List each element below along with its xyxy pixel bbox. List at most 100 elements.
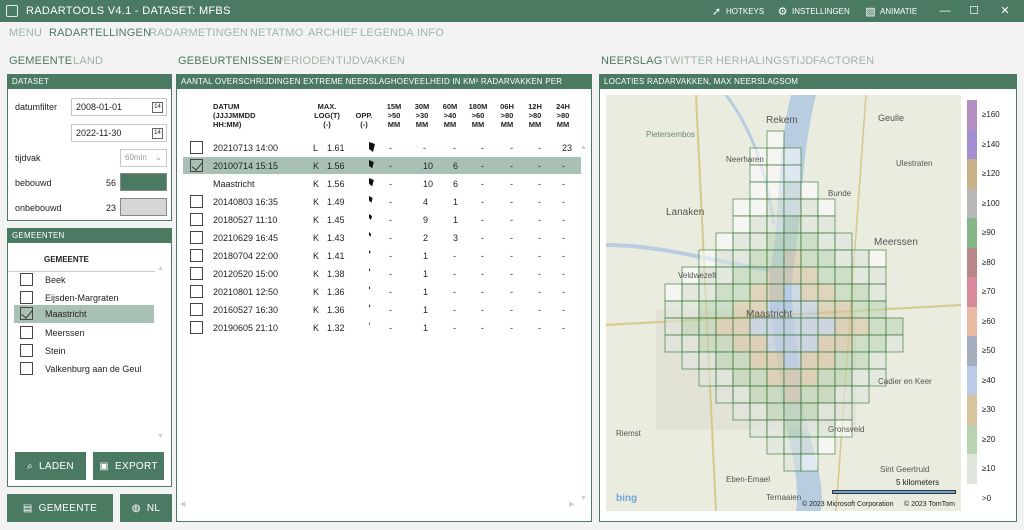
menu-item-menu[interactable]: MENU (9, 27, 43, 39)
animation-button[interactable]: ▧ ANIMATIE (865, 5, 918, 18)
scroll-down-arrow[interactable]: ▼ (157, 433, 164, 440)
menu-item-netatmo[interactable]: NETATMO (250, 27, 304, 39)
table-cell: 10 (423, 179, 434, 189)
radar-cell (749, 215, 768, 234)
table-cell: 1 (423, 323, 429, 333)
settings-button[interactable]: ⚙ INSTELLINGEN (777, 5, 850, 18)
checkbox[interactable] (20, 273, 33, 286)
nl-button[interactable]: ◍ NL (120, 494, 172, 522)
calendar-icon[interactable]: 14 (152, 102, 163, 113)
area-glyph-icon (369, 178, 374, 187)
radar-cell (851, 334, 870, 353)
bebouwd-color-swatch[interactable] (120, 173, 167, 191)
image-icon: ▧ (865, 5, 876, 18)
table-cell: - (481, 287, 484, 297)
list-item-valkenburg[interactable]: Valkenburg aan de Geul (14, 360, 154, 378)
legend-label: ≥90 (982, 228, 996, 237)
load-button[interactable]: ⌕ LADEN (15, 452, 86, 480)
scroll-left-arrow[interactable]: ◀ (180, 501, 186, 508)
table-row[interactable]: 20120520 15:00 K 1.38 - 1 - - - - - (183, 265, 581, 282)
tab-land[interactable]: LAND (73, 55, 104, 67)
checkbox[interactable] (190, 267, 203, 280)
radar-cell (834, 232, 853, 251)
checkbox[interactable] (190, 195, 203, 208)
scroll-up-arrow[interactable]: ▲ (580, 144, 587, 151)
tab-perioden[interactable]: PERIODEN (276, 55, 336, 67)
table-row[interactable]: 20160527 16:30 K 1.36 - 1 - - - - - (183, 301, 581, 318)
export-button[interactable]: ▣ EXPORT (93, 452, 164, 480)
table-row[interactable]: 20210801 12:50 K 1.36 - 1 - - - - - (183, 283, 581, 300)
legend-color-bar (967, 100, 977, 130)
table-row[interactable]: 20100714 15:15 K 1.56 - 10 6 - - - - (183, 157, 581, 174)
checkbox[interactable] (20, 344, 33, 357)
checkbox[interactable] (190, 249, 203, 262)
table-row[interactable]: 20140803 16:35 K 1.49 - 4 1 - - - - (183, 193, 581, 210)
menu-item-info[interactable]: INFO (417, 27, 445, 39)
maximize-button[interactable]: ☐ (969, 5, 979, 17)
tab-factoren[interactable]: FACTOREN (813, 55, 875, 67)
save-icon: ▣ (99, 460, 109, 472)
tab-twitter[interactable]: TWITTER (663, 55, 714, 67)
menu-item-radarmetingen[interactable]: RADARMETINGEN (149, 27, 249, 39)
map-view[interactable]: Rekem Geulle Pietersembos Neerharen Ules… (606, 95, 961, 511)
checkbox[interactable] (190, 231, 203, 244)
checkbox[interactable] (190, 321, 203, 334)
table-row[interactable]: 20210629 16:45 K 1.43 - 2 3 - - - - (183, 229, 581, 246)
radar-cell (800, 266, 819, 285)
list-item-maastricht[interactable]: Maastricht (14, 305, 154, 323)
scroll-right-arrow[interactable]: ▶ (569, 501, 575, 508)
gemeente-button[interactable]: ▤ GEMEENTE (7, 494, 113, 522)
radar-cell (749, 266, 768, 285)
checkbox[interactable] (20, 362, 33, 375)
menu-item-legenda[interactable]: LEGENDA (360, 27, 414, 39)
table-row[interactable]: 20210713 14:00 L 1.61 - - - - - - 23 (183, 139, 581, 156)
checkbox[interactable] (190, 285, 203, 298)
scroll-up-arrow[interactable]: ▲ (157, 265, 164, 272)
tab-neerslag[interactable]: NEERSLAG (601, 55, 663, 67)
table-cell: - (538, 251, 541, 261)
date-to-field[interactable]: 2022-11-30 14 (71, 124, 167, 142)
radar-cell (766, 181, 785, 200)
calendar-icon[interactable]: 14 (152, 128, 163, 139)
onbebouwd-color-swatch[interactable] (120, 198, 167, 216)
list-item-meerssen[interactable]: Meerssen (14, 324, 154, 342)
menu-item-archief[interactable]: ARCHIEF (308, 27, 358, 39)
checkbox[interactable] (20, 291, 33, 304)
checkbox-checked[interactable] (20, 307, 33, 320)
close-button[interactable]: ✕ (1000, 5, 1010, 17)
tab-gemeente[interactable]: GEMEENTE (9, 55, 73, 67)
checkbox[interactable] (190, 141, 203, 154)
table-row[interactable]: 20180527 11:10 K 1.45 - 9 1 - - - - (183, 211, 581, 228)
scroll-down-arrow[interactable]: ▼ (580, 495, 587, 502)
legend-label: ≥40 (982, 375, 996, 385)
radar-cell (834, 385, 853, 404)
tab-gebeurtenissen[interactable]: GEBEURTENISSEN (178, 55, 283, 67)
legend-label: ≥30 (982, 405, 996, 414)
radar-cell (868, 300, 887, 319)
table-cell: 20210713 14:00 (213, 143, 279, 153)
checkbox-checked[interactable] (190, 159, 203, 172)
tab-herhalingstijd[interactable]: HERHALINGSTIJD (716, 55, 814, 67)
list-item-eijsden-margraten[interactable]: Eijsden-Margraten (14, 289, 154, 307)
checkbox[interactable] (20, 326, 33, 339)
radar-cell (800, 453, 819, 472)
table-row[interactable]: 20180704 22:00 K 1.41 - 1 - - - - - (183, 247, 581, 264)
radar-cell (749, 181, 768, 200)
table-row[interactable]: 20190605 21:10 K 1.32 - 1 - - - - - (183, 319, 581, 336)
table-cell: 20210629 16:45 (213, 233, 279, 243)
tab-tijdvakken[interactable]: TIJDVAKKEN (336, 55, 406, 67)
date-from-field[interactable]: 2008-01-01 14 (71, 98, 167, 116)
menu-item-radartellingen[interactable]: RADARTELLINGEN (49, 27, 152, 39)
hotkeys-button[interactable]: ➚ HOTKEYS (711, 5, 765, 18)
radar-cell (766, 164, 785, 183)
tijdvak-select[interactable]: 60min ⌄ (120, 149, 167, 167)
radar-cell (800, 368, 819, 387)
checkbox[interactable] (190, 213, 203, 226)
checkbox[interactable] (190, 303, 203, 316)
minimize-button[interactable]: — (939, 5, 951, 17)
list-item-stein[interactable]: Stein (14, 342, 154, 360)
title-bar: RADARTOOLS V4.1 - DATASET: MFBS ➚ HOTKEYS… (0, 0, 1024, 22)
radar-cell (715, 317, 734, 336)
table-row[interactable]: Maastricht K 1.56 - 10 6 - - - - (183, 175, 581, 192)
list-item-beek[interactable]: Beek (14, 271, 154, 289)
